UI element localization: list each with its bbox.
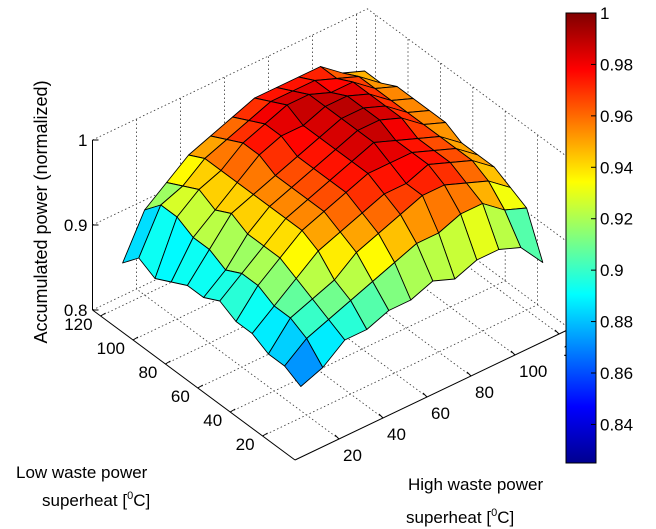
z-axis-label: Low waste power superheat [0C] bbox=[16, 463, 150, 510]
z-tick-label: 60 bbox=[171, 387, 190, 406]
z-tick-label: 100 bbox=[97, 339, 125, 358]
x-tick-label: 20 bbox=[343, 446, 362, 465]
colorbar-tick-label: 0.94 bbox=[600, 158, 633, 177]
colorbar-ticks: 1 0.98 0.96 0.94 0.92 0.9 0.88 0.86 0.84 bbox=[591, 4, 633, 434]
x-tick-mark bbox=[422, 392, 428, 398]
z-tick-label: 20 bbox=[236, 435, 255, 454]
grid-line bbox=[230, 280, 506, 413]
z-tick-mark bbox=[262, 432, 268, 437]
x-tick-label: 100 bbox=[519, 362, 547, 381]
x-tick-mark bbox=[334, 434, 340, 440]
colorbar: 1 0.98 0.96 0.94 0.92 0.9 0.88 0.86 0.84 bbox=[565, 4, 633, 464]
y-tick-label: 0.8 bbox=[64, 301, 88, 320]
axes-ticks: 0.80.9120406080100120406080100120 bbox=[64, 131, 573, 465]
colorbar-tick-label: 0.88 bbox=[600, 313, 633, 332]
z-axis-label-line1: Low waste power bbox=[16, 463, 148, 482]
y-tick-label: 0.9 bbox=[64, 216, 88, 235]
colorbar-tick-label: 0.92 bbox=[600, 210, 633, 229]
z-axis-label-line2: superheat [0C] bbox=[42, 490, 150, 510]
colorbar-tick-label: 0.9 bbox=[600, 261, 624, 280]
x-tick-mark bbox=[510, 350, 516, 356]
surface-patch bbox=[284, 338, 324, 387]
grid-line bbox=[92, 8, 571, 160]
colorbar-tick-label: 1 bbox=[600, 4, 609, 23]
z-tick-mark bbox=[197, 384, 204, 389]
z-tick-mark bbox=[132, 336, 139, 341]
x-axis-line bbox=[294, 328, 571, 461]
x-axis-label-line1: High waste power bbox=[408, 475, 543, 494]
x-tick-label: 40 bbox=[387, 425, 406, 444]
x-tick-mark bbox=[554, 329, 560, 335]
x-tick-mark bbox=[466, 371, 472, 377]
colorbar-gradient bbox=[565, 12, 597, 464]
colorbar-tick-label: 0.86 bbox=[600, 364, 633, 383]
x-tick-mark bbox=[378, 413, 384, 419]
y-axis-label: Accumulated power (normalized) bbox=[31, 80, 51, 343]
surface-mesh bbox=[122, 66, 544, 387]
x-axis-label: High waste power superheat [0C] bbox=[406, 475, 543, 527]
z-tick-mark bbox=[165, 360, 171, 365]
z-tick-mark bbox=[100, 312, 106, 317]
colorbar-tick-label: 0.98 bbox=[600, 55, 633, 74]
z-axis-line bbox=[92, 309, 296, 461]
z-tick-label: 120 bbox=[64, 315, 92, 334]
x-axis-label-line2: superheat [0C] bbox=[406, 507, 514, 527]
grid-line bbox=[262, 304, 538, 437]
z-tick-label: 40 bbox=[203, 411, 222, 430]
y-tick-label: 1 bbox=[78, 131, 87, 150]
x-tick-label: 60 bbox=[431, 404, 450, 423]
z-tick-label: 80 bbox=[138, 363, 157, 382]
colorbar-tick-label: 0.96 bbox=[600, 107, 633, 126]
x-tick-label: 80 bbox=[475, 383, 494, 402]
colorbar-tick-label: 0.84 bbox=[600, 415, 633, 434]
z-tick-mark bbox=[229, 408, 236, 413]
